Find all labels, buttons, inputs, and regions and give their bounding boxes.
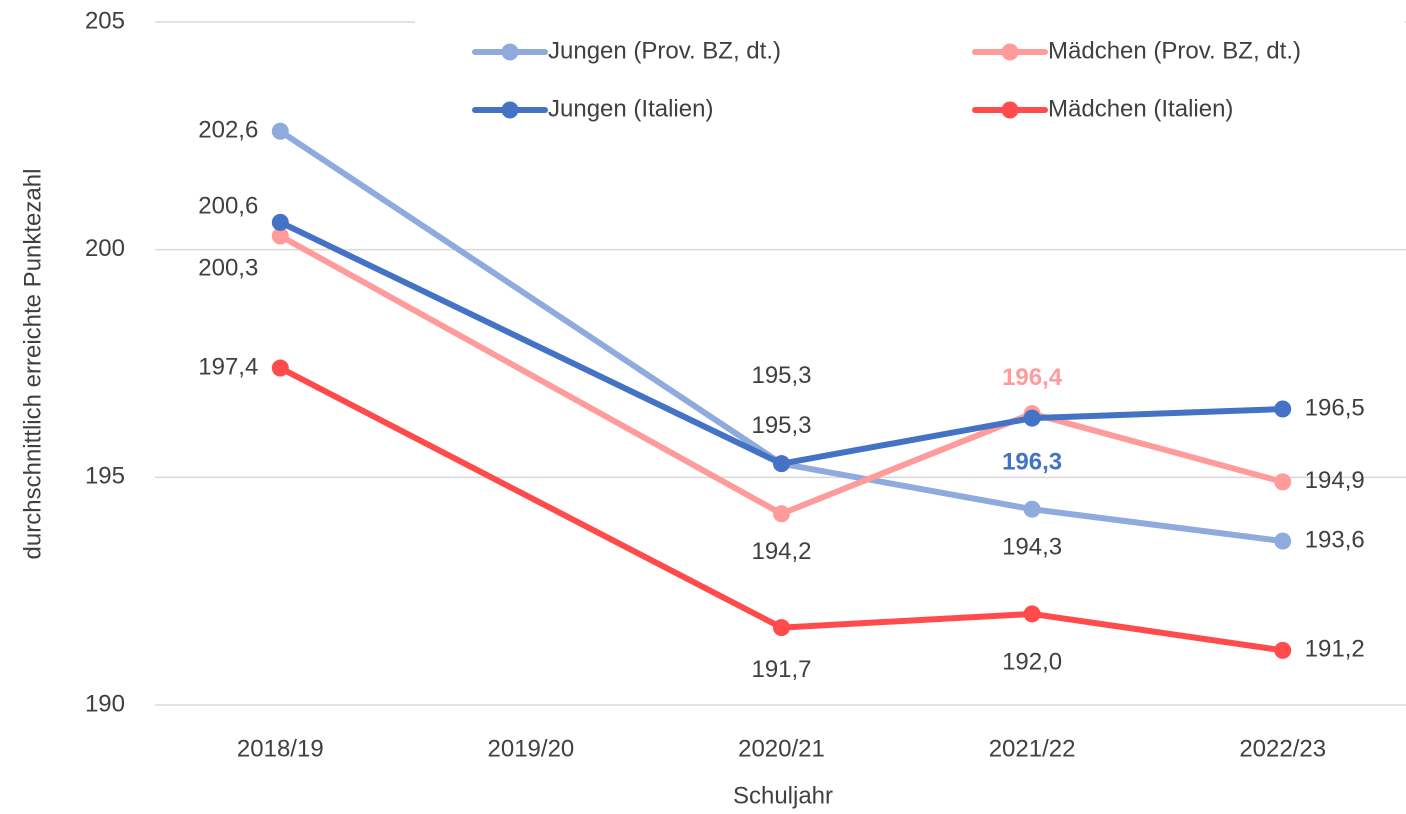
data-label: 200,6 xyxy=(198,193,258,220)
point xyxy=(271,122,289,140)
data-label: 194,9 xyxy=(1305,467,1365,494)
legend-label: Jungen (Prov. BZ, dt.) xyxy=(548,37,781,64)
x-axis-title: Schuljahr xyxy=(733,782,833,809)
x-tick-label: 2022/23 xyxy=(1239,735,1326,762)
data-label: 196,4 xyxy=(1002,364,1063,391)
legend-marker xyxy=(1001,43,1019,61)
x-tick-label: 2018/19 xyxy=(237,735,324,762)
data-label: 195,3 xyxy=(751,412,811,439)
gap-connector xyxy=(277,219,785,467)
point xyxy=(271,213,289,231)
data-label: 200,3 xyxy=(198,254,258,281)
point xyxy=(1274,400,1292,418)
gap-connector xyxy=(277,233,785,517)
point xyxy=(1023,605,1041,623)
legend-marker xyxy=(501,43,519,61)
data-label: 196,5 xyxy=(1305,394,1365,421)
data-label: 194,2 xyxy=(751,538,811,565)
x-tick-label: 2021/22 xyxy=(989,735,1076,762)
data-label: 197,4 xyxy=(198,353,258,380)
data-label: 196,3 xyxy=(1002,448,1062,475)
data-label: 193,6 xyxy=(1305,526,1365,553)
point xyxy=(1023,409,1041,427)
point xyxy=(1274,641,1292,659)
point xyxy=(773,455,790,473)
point xyxy=(773,619,790,637)
legend-label: Jungen (Italien) xyxy=(548,95,713,122)
data-label: 202,6 xyxy=(198,117,258,144)
data-label: 191,7 xyxy=(751,656,811,683)
point xyxy=(773,505,790,523)
legend-label: Mädchen (Italien) xyxy=(1048,95,1233,122)
legend-background xyxy=(415,14,1405,140)
y-tick-label: 200 xyxy=(85,235,125,262)
point xyxy=(271,227,289,245)
point xyxy=(1023,500,1041,518)
gap-connector xyxy=(277,128,785,467)
point xyxy=(1274,473,1292,491)
y-tick-label: 190 xyxy=(85,690,125,717)
legend-label: Mädchen (Prov. BZ, dt.) xyxy=(1048,37,1301,64)
legend-marker xyxy=(1001,101,1019,119)
point xyxy=(271,359,289,377)
gap-connector xyxy=(277,365,785,631)
point xyxy=(1274,532,1292,550)
legend-marker xyxy=(501,101,519,119)
data-label: 195,3 xyxy=(751,362,811,389)
x-tick-label: 2019/20 xyxy=(488,735,575,762)
y-axis-title: durchschnittlich erreichte Punktezahl xyxy=(19,169,46,560)
y-tick-label: 195 xyxy=(85,463,125,490)
data-label: 194,3 xyxy=(1002,534,1062,561)
data-label: 191,2 xyxy=(1305,636,1365,663)
data-label: 192,0 xyxy=(1002,648,1062,675)
x-tick-label: 2020/21 xyxy=(738,735,825,762)
y-tick-label: 205 xyxy=(85,7,125,34)
